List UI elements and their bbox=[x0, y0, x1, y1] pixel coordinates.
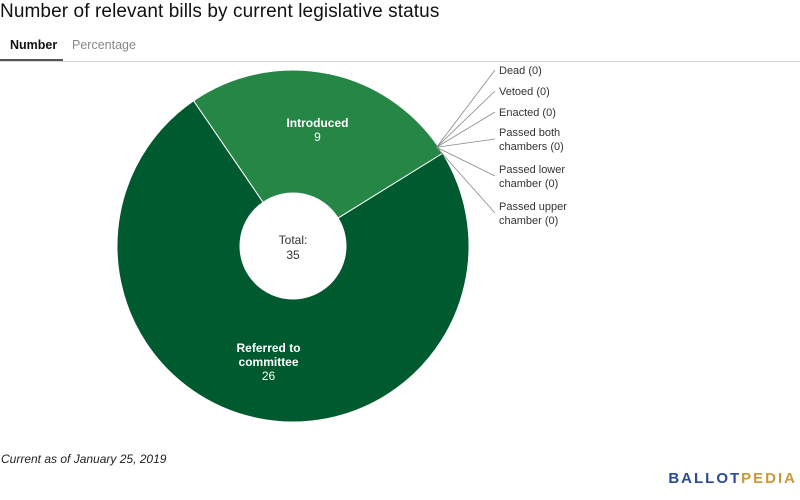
tab-number[interactable]: Number bbox=[10, 38, 58, 52]
leader-line-passed-upper-chamber-0 bbox=[436, 146, 496, 214]
chart-title: Number of relevant bills by current legi… bbox=[0, 1, 440, 22]
leader-line-vetoed-0 bbox=[436, 90, 496, 148]
tabs-divider bbox=[0, 61, 800, 62]
leader-line-passed-lower-chamber-0 bbox=[436, 146, 496, 177]
slice-label-introduced: Introduced bbox=[286, 116, 348, 130]
slice-label-passed-upper-chamber-0: chamber (0) bbox=[499, 215, 558, 227]
view-tabs: Number Percentage bbox=[0, 34, 800, 62]
leader-line-passed-both-chambers-0 bbox=[436, 138, 496, 148]
slice-label-passed-upper-chamber-0: Passed upper bbox=[499, 201, 567, 213]
slice-referred-to-committee[interactable] bbox=[116, 100, 470, 423]
logo-pedia-text: PEDIA bbox=[741, 470, 797, 487]
center-label-total: 35 bbox=[286, 248, 300, 262]
donut-slices bbox=[116, 69, 470, 423]
center-label-title: Total: bbox=[279, 233, 308, 247]
slice-value-referred-to-committee: 26 bbox=[262, 369, 276, 383]
logo-ballot-text: BALLOT bbox=[668, 470, 742, 487]
donut-center: Total: 35 bbox=[279, 233, 308, 262]
slice-label-enacted-0: Enacted (0) bbox=[499, 107, 556, 119]
slice-label-passed-both-chambers-0: Passed both bbox=[499, 127, 560, 139]
leader-line-enacted-0 bbox=[436, 111, 496, 148]
footnote: Current as of January 25, 2019 bbox=[1, 452, 167, 466]
leader-line-dead-0 bbox=[436, 69, 496, 148]
tab-percentage[interactable]: Percentage bbox=[72, 38, 136, 52]
slice-label-passed-both-chambers-0: chambers (0) bbox=[499, 141, 564, 153]
leader-lines bbox=[436, 69, 496, 214]
slice-label-referred-to-committee: committee bbox=[239, 355, 299, 369]
ballotpedia-logo: BALLOTPEDIA bbox=[668, 470, 797, 487]
slice-label-referred-to-committee: Referred to bbox=[237, 341, 301, 355]
slice-label-passed-lower-chamber-0: chamber (0) bbox=[499, 178, 558, 190]
slice-label-passed-lower-chamber-0: Passed lower bbox=[499, 164, 565, 176]
slice-introduced[interactable] bbox=[192, 69, 444, 219]
active-tab-underline bbox=[0, 59, 63, 62]
slice-value-introduced: 9 bbox=[314, 130, 321, 144]
slice-label-vetoed-0: Vetoed (0) bbox=[499, 86, 550, 98]
slice-label-dead-0: Dead (0) bbox=[499, 65, 542, 77]
